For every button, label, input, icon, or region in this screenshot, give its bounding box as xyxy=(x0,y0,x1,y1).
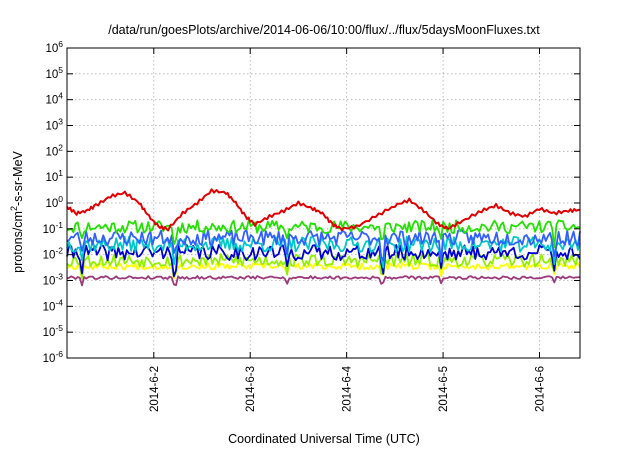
y-tick-label: 10-3 xyxy=(43,272,64,288)
y-tick-label: 10-4 xyxy=(43,297,64,313)
series-line-3 xyxy=(66,229,581,263)
y-tick-label: 10-6 xyxy=(43,349,64,365)
x-tick-label: 2014-6-2 xyxy=(149,366,161,412)
y-axis-label: protons/cm2-s-sr-MeV xyxy=(9,150,25,272)
y-tick-label: 100 xyxy=(45,194,63,210)
plot-frame xyxy=(66,47,581,359)
series-line-8 xyxy=(66,275,581,287)
y-tick-label: 102 xyxy=(45,142,63,158)
series-line-6 xyxy=(66,253,581,280)
y-tick-label: 106 xyxy=(45,39,63,55)
x-tick-label: 2014-6-4 xyxy=(342,365,354,412)
y-tick-label: 105 xyxy=(45,65,63,81)
grid xyxy=(67,48,580,358)
y-tick-label: 10-5 xyxy=(43,323,64,339)
y-tick-labels: 10-6 10-5 10-4 10-3 10-2 10-1 100 101 102 103 104 1… xyxy=(43,39,64,365)
series-line-1 xyxy=(66,188,581,232)
series-line-5 xyxy=(66,244,581,278)
y-tick-label: 10-1 xyxy=(43,220,64,236)
axes xyxy=(66,47,581,359)
y-tick-label: 103 xyxy=(45,117,63,133)
x-axis-label: Coordinated Universal Time (UTC) xyxy=(228,432,420,446)
series-line-2 xyxy=(66,219,581,249)
x-tick-label: 2014-6-5 xyxy=(438,366,450,412)
x-tick-labels: 2014-6-2 2014-6-3 2014-6-4 2014-6-5 2014-6-6 xyxy=(149,365,547,412)
chart-title: /data/run/goesPlots/archive/2014-06-06/1… xyxy=(108,23,540,37)
series-line-7 xyxy=(66,262,581,280)
x-tick-label: 2014-6-3 xyxy=(245,366,257,412)
y-tick-label: 104 xyxy=(45,91,63,107)
x-tick-label: 2014-6-6 xyxy=(535,366,547,412)
y-tick-label: 101 xyxy=(45,168,63,184)
series-lines xyxy=(66,188,581,287)
y-tick-label: 10-2 xyxy=(43,246,64,262)
